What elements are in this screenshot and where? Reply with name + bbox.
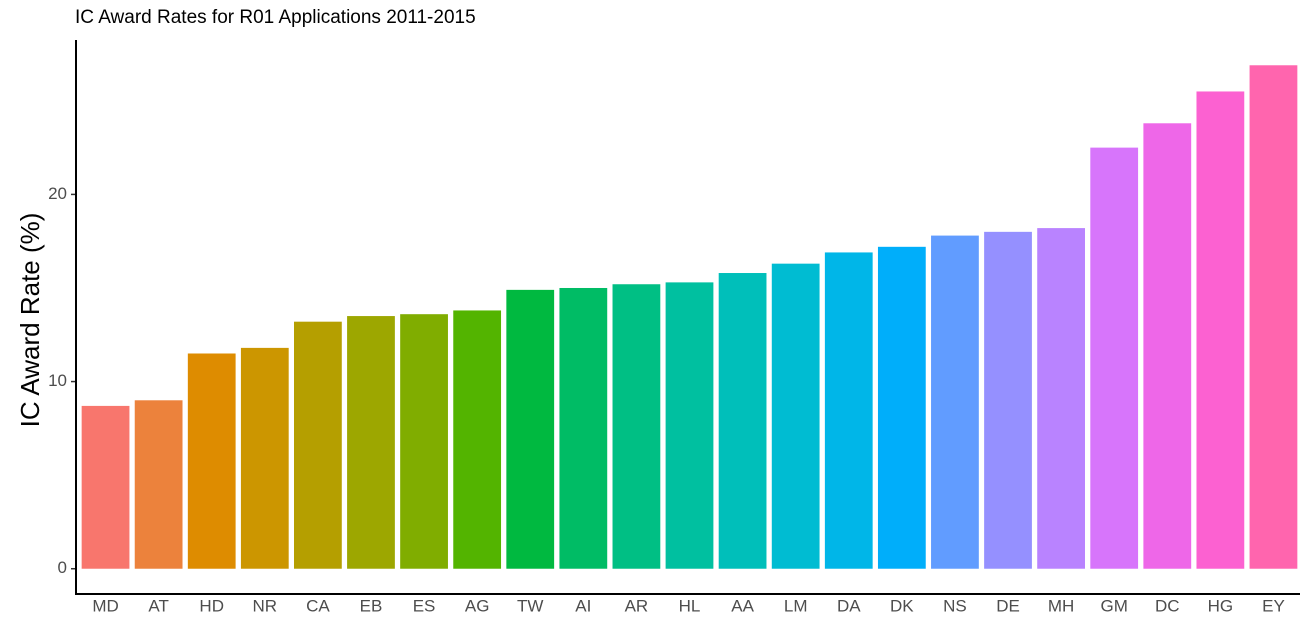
x-tick-label: HL (679, 596, 701, 615)
x-tick-label: AG (465, 596, 490, 615)
x-tick-label: AI (575, 596, 591, 615)
bar (240, 347, 289, 569)
x-tick-label: AR (625, 596, 649, 615)
x-tick-label: HD (199, 596, 224, 615)
x-tick-label: DE (996, 596, 1020, 615)
x-tick-label: DK (890, 596, 914, 615)
bar (984, 231, 1032, 569)
x-tick-label: HG (1208, 596, 1234, 615)
bar (612, 284, 661, 569)
bar (559, 287, 608, 569)
x-tick-label: AA (731, 596, 754, 615)
x-tick-label: TW (517, 596, 543, 615)
bar (771, 263, 820, 569)
x-tick-label: MD (92, 596, 118, 615)
bar (718, 273, 767, 569)
x-tick-label: DA (837, 596, 861, 615)
bar (81, 405, 130, 569)
bar (400, 314, 448, 569)
bar (877, 246, 926, 569)
bar (294, 321, 342, 569)
bar (665, 282, 714, 569)
x-tick-label: LM (784, 596, 808, 615)
bar (134, 400, 183, 569)
x-tick-label: MH (1048, 596, 1074, 615)
x-tick-label: CA (306, 596, 330, 615)
bar (1143, 123, 1192, 569)
x-tick-label: EB (360, 596, 383, 615)
x-tick-label: GM (1101, 596, 1128, 615)
x-tick-label: ES (413, 596, 436, 615)
bar (506, 289, 555, 569)
bar (453, 310, 502, 569)
bar (1037, 228, 1085, 569)
x-tick-label: NR (253, 596, 278, 615)
y-axis-label: IC Award Rate (%) (15, 213, 45, 428)
bar (187, 353, 236, 569)
chart-title: IC Award Rates for R01 Applications 2011… (75, 7, 476, 28)
bar (931, 235, 979, 569)
bar (824, 252, 873, 569)
y-tick-label: 20 (48, 184, 67, 203)
bar (347, 316, 395, 569)
bar (1196, 91, 1245, 569)
bar (1090, 147, 1139, 569)
x-tick-label: AT (148, 596, 168, 615)
y-tick-label: 10 (48, 371, 67, 390)
x-tick-label: EY (1262, 596, 1285, 615)
x-tick-label: DC (1155, 596, 1180, 615)
y-tick-label: 0 (58, 558, 67, 577)
x-tick-label: NS (943, 596, 967, 615)
bar (1249, 65, 1298, 569)
